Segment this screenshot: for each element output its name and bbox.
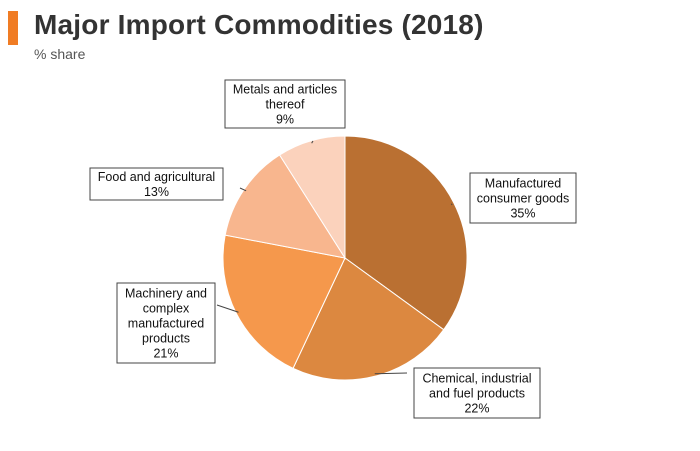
title-accent-bar — [8, 11, 18, 45]
chart-subtitle: % share — [34, 46, 86, 62]
slice-value-label: 35% — [510, 207, 535, 221]
leader-line-food-and-agricultural — [239, 187, 247, 192]
callout-machinery-and-complex-manufactured-products: Machinery andcomplexmanufacturedproducts… — [116, 282, 216, 364]
pie-slice-manufactured-consumer-goods — [344, 135, 468, 331]
slice-value-label: 21% — [153, 347, 178, 361]
slice-category-label: complex — [143, 302, 190, 316]
slice-category-label: Manufactured — [485, 177, 561, 191]
slice-category-label: consumer goods — [477, 192, 569, 206]
slice-value-label: 22% — [464, 402, 489, 416]
callout-box — [224, 79, 346, 129]
slice-value-label: 9% — [276, 113, 294, 127]
slice-category-label: products — [142, 332, 190, 346]
callout-box — [413, 367, 541, 419]
callout-box — [116, 282, 216, 364]
slice-category-label: and fuel products — [429, 387, 525, 401]
leader-line-chemical-industrial-and-fuel-products — [374, 372, 408, 375]
leader-line-machinery-and-complex-manufactured-products — [216, 304, 239, 313]
slice-category-label: Machinery and — [125, 287, 207, 301]
slice-category-label: Metals and articles — [233, 83, 337, 97]
chart-title: Major Import Commodities (2018) — [34, 9, 484, 40]
slice-category-label: manufactured — [128, 317, 204, 331]
callout-box — [469, 172, 577, 224]
pie-slice-metals-and-articles-thereof — [278, 135, 346, 260]
slice-category-label: Food and agricultural — [98, 170, 215, 184]
slice-value-label: 13% — [144, 185, 169, 199]
callout-box — [89, 167, 224, 201]
leader-line-metals-and-articles-thereof — [311, 140, 314, 144]
slice-category-label: thereof — [266, 98, 305, 112]
slice-category-label: Chemical, industrial — [422, 372, 531, 386]
pie-slice-machinery-and-complex-manufactured-products — [222, 234, 346, 370]
